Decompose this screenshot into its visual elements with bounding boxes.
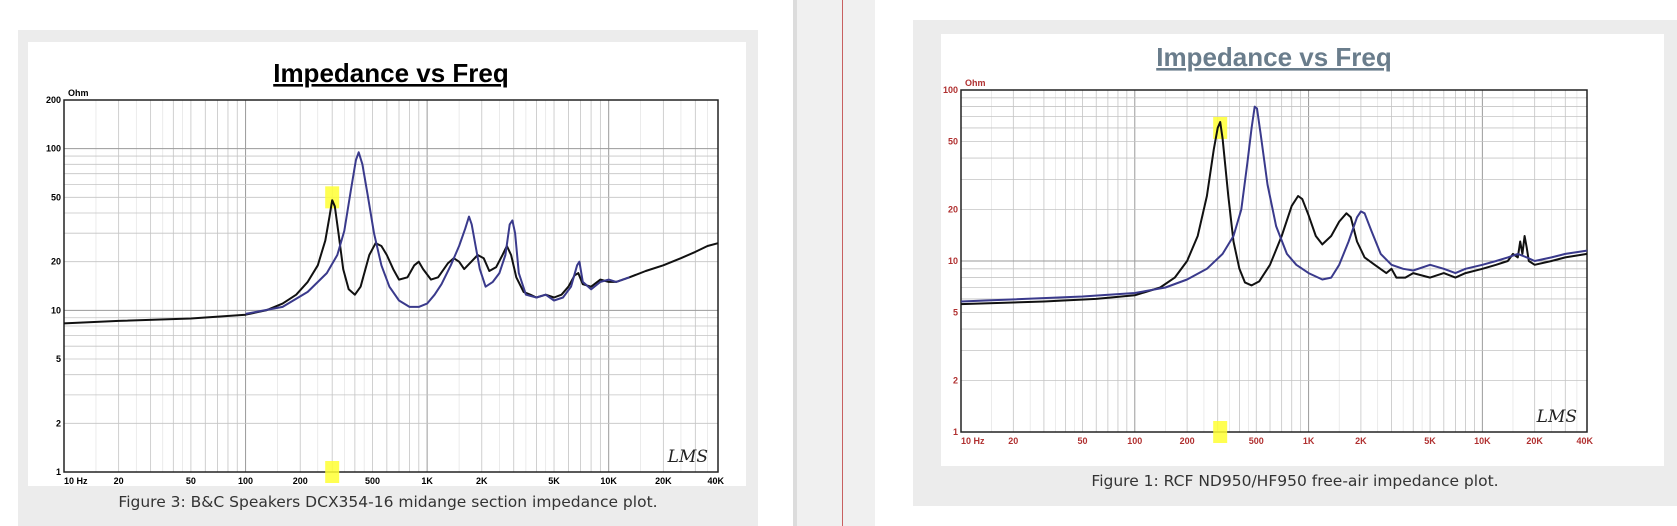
x-tick-label: 100 (238, 476, 253, 486)
plot-frame (960, 89, 1588, 433)
page-edge-shadow (793, 0, 797, 526)
page-gutter (793, 0, 875, 526)
y-tick-label: 50 (948, 136, 958, 146)
highlight-marker (325, 186, 340, 209)
x-tick-label: 2K (1355, 436, 1367, 446)
x-tick-label: 2K (476, 476, 488, 486)
x-tick-label: 200 (293, 476, 308, 486)
lms-logo: LMS (1536, 407, 1577, 427)
y-tick-label: 100 (943, 85, 958, 95)
plot-frame (63, 99, 719, 473)
y-axis-unit-label: Ohm (965, 78, 986, 88)
plot-panel-left: Impedance vs Freq Ohm 10 Hz 20 50 100 200 500 1K… (28, 42, 746, 486)
y-tick-label: 100 (46, 144, 61, 154)
y-tick-label: 5 (56, 354, 61, 364)
figure-caption-left: Figure 3: B&C Speakers DCX354-16 midange… (118, 493, 658, 511)
y-tick-label: 10 (948, 256, 958, 266)
figure-right: Impedance vs Freq Ohm 10 Hz 20 50 100 200 500 1K… (913, 20, 1677, 506)
y-tick-label: 1 (953, 427, 958, 437)
y-tick-label: 2 (56, 418, 61, 428)
x-tick-label: 50 (1077, 436, 1087, 446)
x-tick-label: 10 Hz (64, 476, 88, 486)
impedance-chart-left: Impedance vs Freq Ohm 10 Hz 20 50 100 200 500 1K… (46, 58, 725, 486)
x-tick-label: 10K (1474, 436, 1491, 446)
grid-lines (63, 99, 719, 473)
y-tick-label: 10 (51, 305, 61, 315)
x-tick-label: 500 (365, 476, 380, 486)
x-tick-label: 10 Hz (961, 436, 985, 446)
y-tick-label: 200 (46, 95, 61, 105)
x-tick-label: 5K (548, 476, 560, 486)
x-tick-label: 5K (1424, 436, 1436, 446)
x-tick-label: 10K (600, 476, 617, 486)
y-tick-label: 1 (56, 467, 61, 477)
x-tick-label: 500 (1249, 436, 1264, 446)
plot-panel-right: Impedance vs Freq Ohm 10 Hz 20 50 100 200 500 1K… (941, 34, 1664, 466)
impedance-chart-right: Impedance vs Freq Ohm 10 Hz 20 50 100 200 500 1K… (943, 42, 1594, 446)
y-tick-label: 50 (51, 192, 61, 202)
x-tick-label: 20 (1008, 436, 1018, 446)
y-axis-unit-label: Ohm (68, 88, 89, 98)
y-tick-label: 5 (953, 307, 958, 317)
chart-title: Impedance vs Freq (1156, 42, 1392, 72)
x-tick-label: 200 (1180, 436, 1195, 446)
y-tick-label: 20 (51, 257, 61, 267)
x-tick-label: 20K (1526, 436, 1543, 446)
y-tick-label: 2 (953, 376, 958, 386)
highlight-marker (325, 461, 340, 483)
figure-caption-right: Figure 1: RCF ND950/HF950 free-air imped… (1091, 472, 1499, 490)
x-tick-label: 1K (421, 476, 433, 486)
y-tick-label: 20 (948, 205, 958, 215)
lms-logo: LMS (667, 447, 708, 467)
x-tick-label: 40K (707, 476, 724, 486)
highlight-marker (1213, 421, 1228, 443)
series-line-2 (245, 151, 630, 315)
figure-left: Impedance vs Freq Ohm 10 Hz 20 50 100 200 500 1K… (18, 30, 758, 526)
x-tick-label: 1K (1303, 436, 1315, 446)
x-tick-label: 40K (1576, 436, 1593, 446)
page-divider-line (842, 0, 843, 526)
chart-title: Impedance vs Freq (273, 58, 509, 88)
series-line-2 (960, 105, 1588, 303)
x-tick-label: 100 (1127, 436, 1142, 446)
x-tick-label: 50 (186, 476, 196, 486)
series-line-1 (960, 121, 1588, 306)
x-tick-label: 20K (655, 476, 672, 486)
x-tick-label: 20 (114, 476, 124, 486)
